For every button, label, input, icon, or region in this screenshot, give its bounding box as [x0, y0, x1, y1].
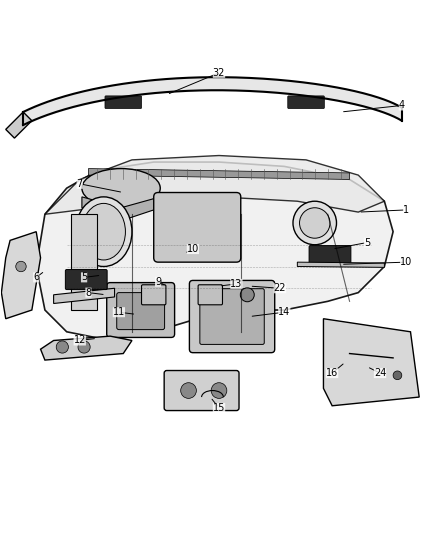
FancyBboxPatch shape — [141, 285, 166, 305]
Polygon shape — [82, 197, 160, 221]
Text: 32: 32 — [213, 68, 225, 78]
Text: 9: 9 — [155, 277, 161, 287]
FancyBboxPatch shape — [65, 270, 107, 289]
Circle shape — [181, 383, 196, 398]
FancyBboxPatch shape — [288, 96, 324, 109]
Ellipse shape — [82, 204, 125, 260]
Ellipse shape — [293, 201, 336, 245]
Polygon shape — [6, 112, 32, 138]
Circle shape — [78, 341, 90, 353]
Polygon shape — [41, 336, 132, 360]
Polygon shape — [88, 168, 350, 180]
Text: 22: 22 — [274, 283, 286, 293]
FancyBboxPatch shape — [105, 96, 141, 109]
Text: 7: 7 — [77, 179, 83, 189]
Text: 4: 4 — [399, 100, 405, 110]
Ellipse shape — [75, 197, 132, 266]
Ellipse shape — [82, 168, 160, 208]
Text: 12: 12 — [74, 335, 86, 345]
Circle shape — [16, 261, 26, 272]
FancyBboxPatch shape — [200, 289, 264, 344]
Circle shape — [240, 288, 254, 302]
Polygon shape — [71, 214, 97, 310]
Text: 5: 5 — [81, 272, 87, 282]
Text: 10: 10 — [400, 257, 412, 267]
FancyBboxPatch shape — [189, 280, 275, 353]
Polygon shape — [323, 319, 419, 406]
Ellipse shape — [300, 208, 330, 238]
Text: 14: 14 — [278, 307, 290, 317]
Circle shape — [211, 383, 227, 398]
Circle shape — [56, 341, 68, 353]
Text: 16: 16 — [326, 368, 338, 378]
Text: 13: 13 — [230, 279, 243, 289]
FancyBboxPatch shape — [107, 282, 175, 337]
FancyBboxPatch shape — [154, 192, 241, 262]
FancyBboxPatch shape — [117, 293, 165, 329]
Text: 15: 15 — [213, 403, 225, 413]
FancyBboxPatch shape — [198, 285, 223, 305]
Text: 8: 8 — [85, 288, 92, 297]
Text: 11: 11 — [113, 307, 125, 317]
Polygon shape — [297, 262, 385, 268]
Polygon shape — [1, 232, 41, 319]
Circle shape — [393, 371, 402, 379]
Text: 6: 6 — [33, 272, 39, 282]
FancyBboxPatch shape — [309, 246, 351, 265]
Text: 5: 5 — [364, 238, 370, 247]
Text: 10: 10 — [187, 244, 199, 254]
Text: 1: 1 — [403, 205, 409, 215]
Text: 24: 24 — [374, 368, 386, 378]
FancyBboxPatch shape — [164, 370, 239, 410]
Polygon shape — [53, 288, 115, 303]
Polygon shape — [45, 156, 385, 214]
Polygon shape — [36, 162, 393, 341]
